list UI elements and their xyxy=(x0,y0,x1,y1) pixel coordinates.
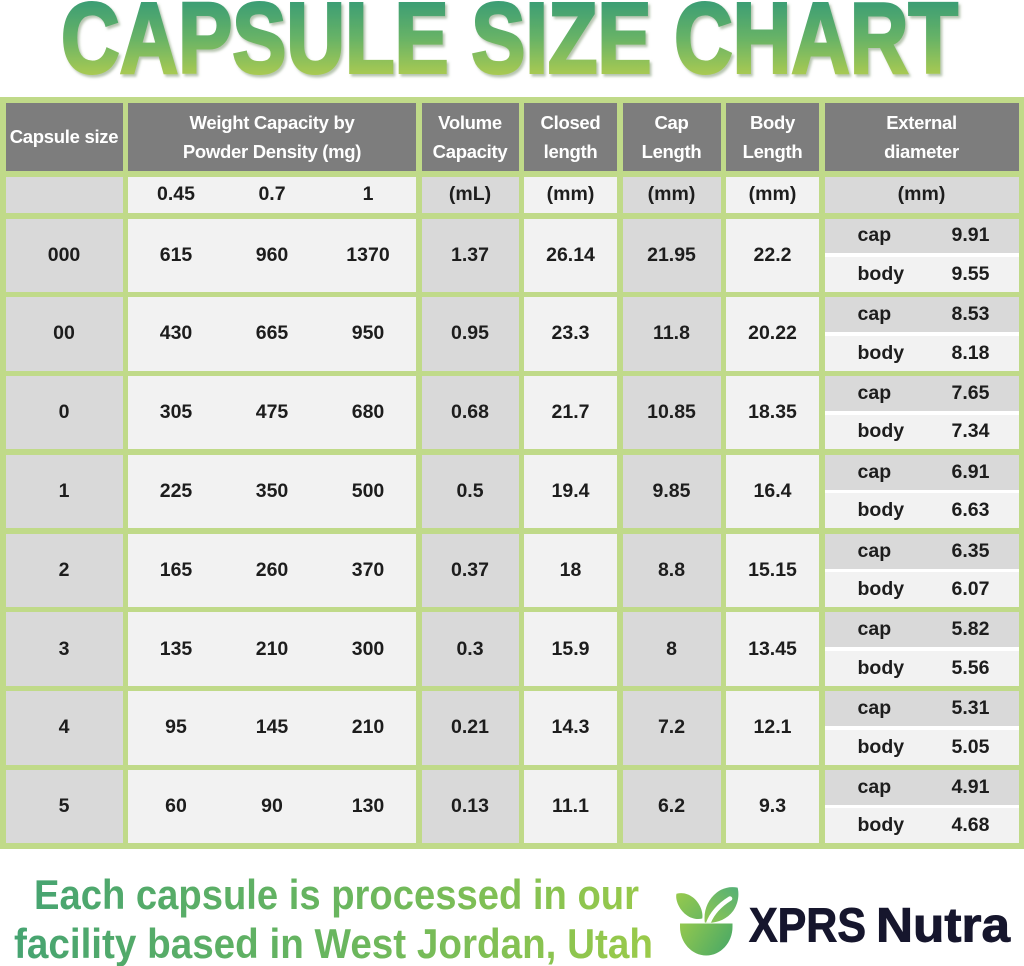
svg-text:Nutra: Nutra xyxy=(876,900,1010,953)
svg-text:CAPSULE SIZE CHART: CAPSULE SIZE CHART xyxy=(61,0,958,95)
svg-text:Each capsule is processed in o: Each capsule is processed in our xyxy=(34,871,639,918)
svg-text:facility based in West Jordan,: facility based in West Jordan, Utah xyxy=(14,920,653,966)
svg-text:XPRS: XPRS xyxy=(749,900,866,953)
